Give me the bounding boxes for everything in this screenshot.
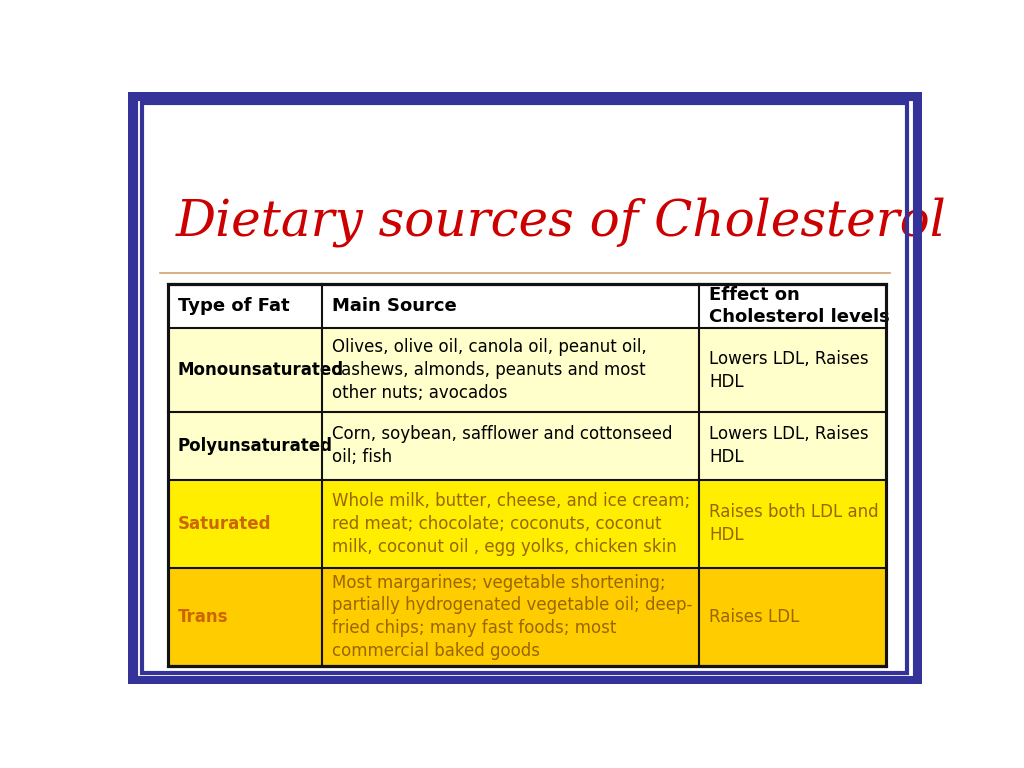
Text: Lowers LDL, Raises
HDL: Lowers LDL, Raises HDL	[710, 349, 869, 391]
Bar	[168, 568, 886, 666]
Text: Effect on
Cholesterol levels: Effect on Cholesterol levels	[710, 286, 890, 326]
Text: Main Source: Main Source	[333, 297, 457, 316]
Text: Type of Fat: Type of Fat	[178, 297, 290, 316]
Bar	[168, 284, 886, 666]
Text: Corn, soybean, safflower and cottonseed
oil; fish: Corn, soybean, safflower and cottonseed …	[333, 425, 673, 466]
Bar	[168, 479, 886, 568]
Bar	[168, 284, 886, 328]
Text: Dietary sources of Cholesterol: Dietary sources of Cholesterol	[176, 197, 946, 247]
Text: Trans: Trans	[178, 608, 228, 626]
Text: Olives, olive oil, canola oil, peanut oil,
cashews, almonds, peanuts and most
ot: Olives, olive oil, canola oil, peanut oi…	[333, 338, 647, 402]
Text: Monounsaturated: Monounsaturated	[178, 361, 344, 379]
Bar	[168, 328, 886, 412]
Text: Raises LDL: Raises LDL	[710, 608, 800, 626]
Text: Saturated: Saturated	[178, 515, 271, 533]
Text: Lowers LDL, Raises
HDL: Lowers LDL, Raises HDL	[710, 425, 869, 466]
Text: Raises both LDL and
HDL: Raises both LDL and HDL	[710, 503, 879, 545]
Text: Polyunsaturated: Polyunsaturated	[178, 437, 333, 455]
Text: Most margarines; vegetable shortening;
partially hydrogenated vegetable oil; dee: Most margarines; vegetable shortening; p…	[333, 574, 693, 660]
Bar	[168, 412, 886, 479]
Text: Whole milk, butter, cheese, and ice cream;
red meat; chocolate; coconuts, coconu: Whole milk, butter, cheese, and ice crea…	[333, 492, 690, 556]
